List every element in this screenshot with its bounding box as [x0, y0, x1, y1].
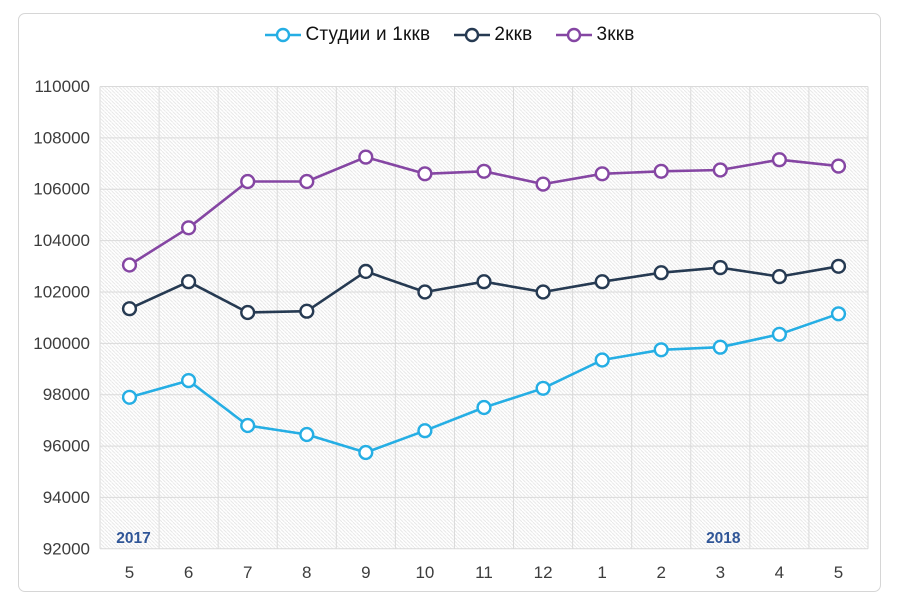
data-point-marker [653, 265, 669, 281]
data-point-marker [594, 352, 610, 368]
legend-series-marker-icon [556, 27, 593, 43]
x-axis-tick-label: 3 [716, 563, 725, 582]
data-point-marker [653, 342, 669, 358]
data-point-marker [299, 426, 315, 443]
data-point-marker [712, 339, 728, 355]
data-point-marker [358, 149, 374, 165]
data-point-marker [417, 284, 433, 300]
x-axis-tick-label: 5 [834, 563, 843, 582]
y-axis-tick-label: 110000 [35, 77, 90, 96]
data-point-marker [121, 257, 138, 273]
y-axis-tick-label: 102000 [33, 282, 90, 301]
data-point-marker [358, 263, 374, 280]
data-point-marker [712, 162, 728, 178]
legend-label: Студии и 1ккв [305, 24, 431, 45]
x-axis-tick-label: 11 [475, 563, 493, 582]
legend-item[interactable]: 2ккв [454, 24, 532, 46]
y-axis-tick-label: 96000 [43, 437, 90, 456]
y-axis-tick-label: 98000 [43, 385, 90, 404]
x-axis-tick-label: 12 [534, 563, 553, 582]
data-point-marker [240, 173, 256, 190]
legend-label: 3ккв [596, 24, 635, 45]
y-axis-tick-label: 104000 [33, 231, 90, 250]
legend-label: 2ккв [494, 24, 533, 45]
chart-legend: Студии и 1ккв 2ккв 3ккв [0, 24, 900, 46]
year-label: 2018 [706, 530, 741, 547]
data-point-marker [299, 303, 315, 319]
x-axis-tick-label: 1 [597, 563, 606, 582]
data-point-marker [476, 399, 492, 416]
y-axis-tick-label: 100000 [33, 334, 90, 353]
data-point-marker [417, 423, 433, 439]
x-axis-tick-label: 4 [775, 563, 784, 582]
data-point-marker [240, 304, 256, 321]
data-point-marker [594, 274, 610, 290]
x-axis-tick-label: 9 [361, 563, 370, 582]
plot-background [100, 86, 868, 549]
data-point-marker [476, 163, 492, 179]
data-point-marker [181, 373, 197, 389]
data-point-marker [653, 163, 669, 179]
year-label: 2017 [116, 530, 150, 547]
data-point-marker [830, 158, 847, 174]
data-point-marker [358, 444, 374, 461]
data-point-marker [535, 284, 551, 300]
y-axis-tick-label: 94000 [43, 488, 90, 507]
data-point-marker [830, 306, 847, 322]
data-point-marker [121, 389, 138, 405]
data-point-marker [535, 380, 551, 396]
x-axis-tick-label: 5 [125, 563, 134, 582]
legend-series-marker-icon [265, 27, 302, 43]
data-point-marker [771, 152, 788, 168]
legend-item[interactable]: Студии и 1ккв [265, 24, 430, 46]
x-axis-tick-label: 7 [243, 563, 252, 582]
data-point-marker [594, 166, 610, 182]
x-axis-tick-label: 8 [302, 563, 311, 582]
x-axis-tick-label: 6 [184, 563, 193, 582]
data-point-marker [830, 258, 847, 274]
x-axis-tick-label: 2 [656, 563, 665, 582]
data-point-marker [417, 166, 433, 182]
data-point-marker [299, 173, 315, 190]
data-point-marker [535, 176, 551, 192]
data-point-marker [240, 417, 256, 434]
data-point-marker [181, 274, 197, 290]
y-axis-tick-label: 92000 [43, 539, 90, 558]
y-axis-tick-label: 108000 [33, 128, 90, 147]
x-axis-tick-label: 10 [415, 563, 434, 582]
data-point-marker [181, 220, 197, 236]
data-point-marker [712, 260, 728, 276]
data-point-marker [771, 326, 788, 342]
legend-series-marker-icon [454, 27, 491, 43]
y-axis-tick-label: 106000 [33, 180, 90, 199]
data-point-marker [476, 274, 492, 290]
data-point-marker [121, 301, 138, 317]
data-point-marker [771, 269, 788, 285]
legend-item[interactable]: 3ккв [556, 24, 634, 46]
